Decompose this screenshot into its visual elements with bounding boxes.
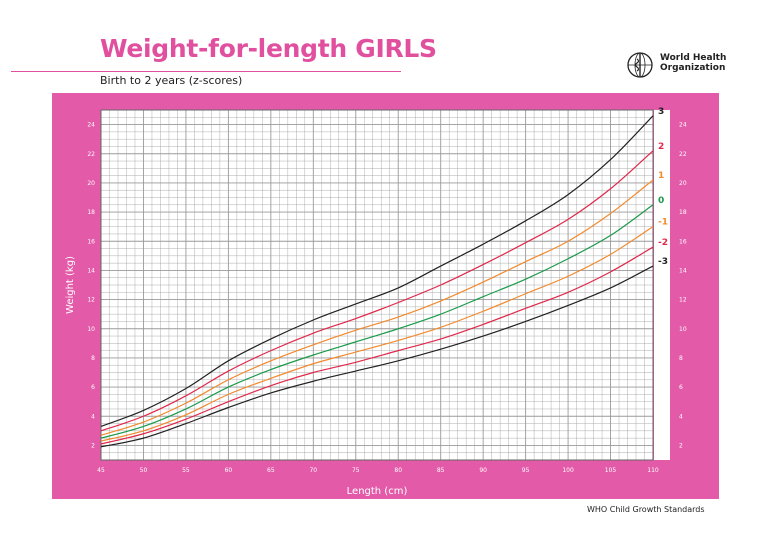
y-tick-label-right: 16 bbox=[679, 238, 687, 245]
y-tick-label-right: 8 bbox=[679, 355, 683, 362]
footer-text: WHO Child Growth Standards bbox=[587, 505, 705, 514]
x-tick-label: 105 bbox=[605, 467, 617, 474]
y-tick-label-right: 24 bbox=[679, 122, 687, 129]
org-name-line1: World Health bbox=[660, 53, 727, 63]
y-axis-label: Weight (kg) bbox=[65, 256, 76, 314]
y-tick-label-left: 24 bbox=[87, 122, 95, 129]
y-tick-label-left: 22 bbox=[87, 151, 95, 158]
plot-border bbox=[100, 109, 654, 461]
x-tick-label: 70 bbox=[309, 467, 317, 474]
series-label-zminus1: -1 bbox=[658, 218, 668, 228]
series-line-z2 bbox=[100, 150, 654, 432]
y-tick-label-right: 2 bbox=[679, 442, 683, 449]
x-tick-label: 65 bbox=[267, 467, 275, 474]
series-line-zminus1 bbox=[100, 226, 654, 442]
who-emblem-icon bbox=[627, 52, 653, 78]
series-label-z0: 0 bbox=[658, 196, 664, 206]
x-axis-label: Length (cm) bbox=[347, 486, 408, 497]
series-line-z3 bbox=[100, 115, 654, 428]
x-tick-label: 95 bbox=[522, 467, 530, 474]
y-tick-label-left: 6 bbox=[91, 384, 95, 391]
y-tick-label-left: 16 bbox=[87, 238, 95, 245]
y-tick-label-right: 14 bbox=[679, 267, 687, 274]
x-tick-label: 80 bbox=[394, 467, 402, 474]
series-label-zminus3: -3 bbox=[658, 257, 668, 267]
x-tick-label: 45 bbox=[97, 467, 105, 474]
y-tick-label-left: 12 bbox=[87, 297, 95, 304]
page-title: Weight-for-length GIRLS bbox=[100, 34, 437, 63]
series-label-z3: 3 bbox=[658, 107, 664, 117]
who-logo: World Health Organization bbox=[625, 50, 727, 80]
x-tick-label: 90 bbox=[479, 467, 487, 474]
y-tick-label-left: 14 bbox=[87, 267, 95, 274]
series-label-z1: 1 bbox=[658, 171, 664, 181]
x-tick-label: 50 bbox=[140, 467, 148, 474]
y-tick-label-right: 4 bbox=[679, 413, 683, 420]
x-tick-label: 85 bbox=[437, 467, 445, 474]
x-tick-label: 60 bbox=[225, 467, 233, 474]
series-line-zminus3 bbox=[100, 265, 654, 448]
x-tick-label: 100 bbox=[562, 467, 574, 474]
series-label-z2: 2 bbox=[658, 142, 664, 152]
y-tick-label-left: 18 bbox=[87, 209, 95, 216]
label-strip bbox=[654, 110, 670, 460]
y-tick-label-left: 4 bbox=[91, 413, 95, 420]
y-tick-label-right: 6 bbox=[679, 384, 683, 391]
y-tick-label-left: 20 bbox=[87, 180, 95, 187]
series-line-zminus2 bbox=[100, 246, 654, 445]
x-tick-label: 75 bbox=[352, 467, 360, 474]
y-tick-label-left: 8 bbox=[91, 355, 95, 362]
y-tick-label-left: 10 bbox=[87, 326, 95, 333]
x-tick-label: 110 bbox=[647, 467, 659, 474]
y-tick-label-right: 20 bbox=[679, 180, 687, 187]
series-line-z0 bbox=[100, 204, 654, 439]
x-tick-label: 55 bbox=[182, 467, 190, 474]
series-line-z1 bbox=[100, 179, 654, 436]
y-tick-label-right: 18 bbox=[679, 209, 687, 216]
series-label-zminus2: -2 bbox=[658, 238, 668, 248]
page-subtitle: Birth to 2 years (z-scores) bbox=[100, 74, 243, 87]
y-tick-label-right: 12 bbox=[679, 297, 687, 304]
y-tick-label-right: 10 bbox=[679, 326, 687, 333]
y-tick-label-left: 2 bbox=[91, 442, 95, 449]
org-name-line2: Organization bbox=[660, 63, 726, 73]
y-tick-label-right: 22 bbox=[679, 151, 687, 158]
title-rule bbox=[11, 71, 401, 72]
